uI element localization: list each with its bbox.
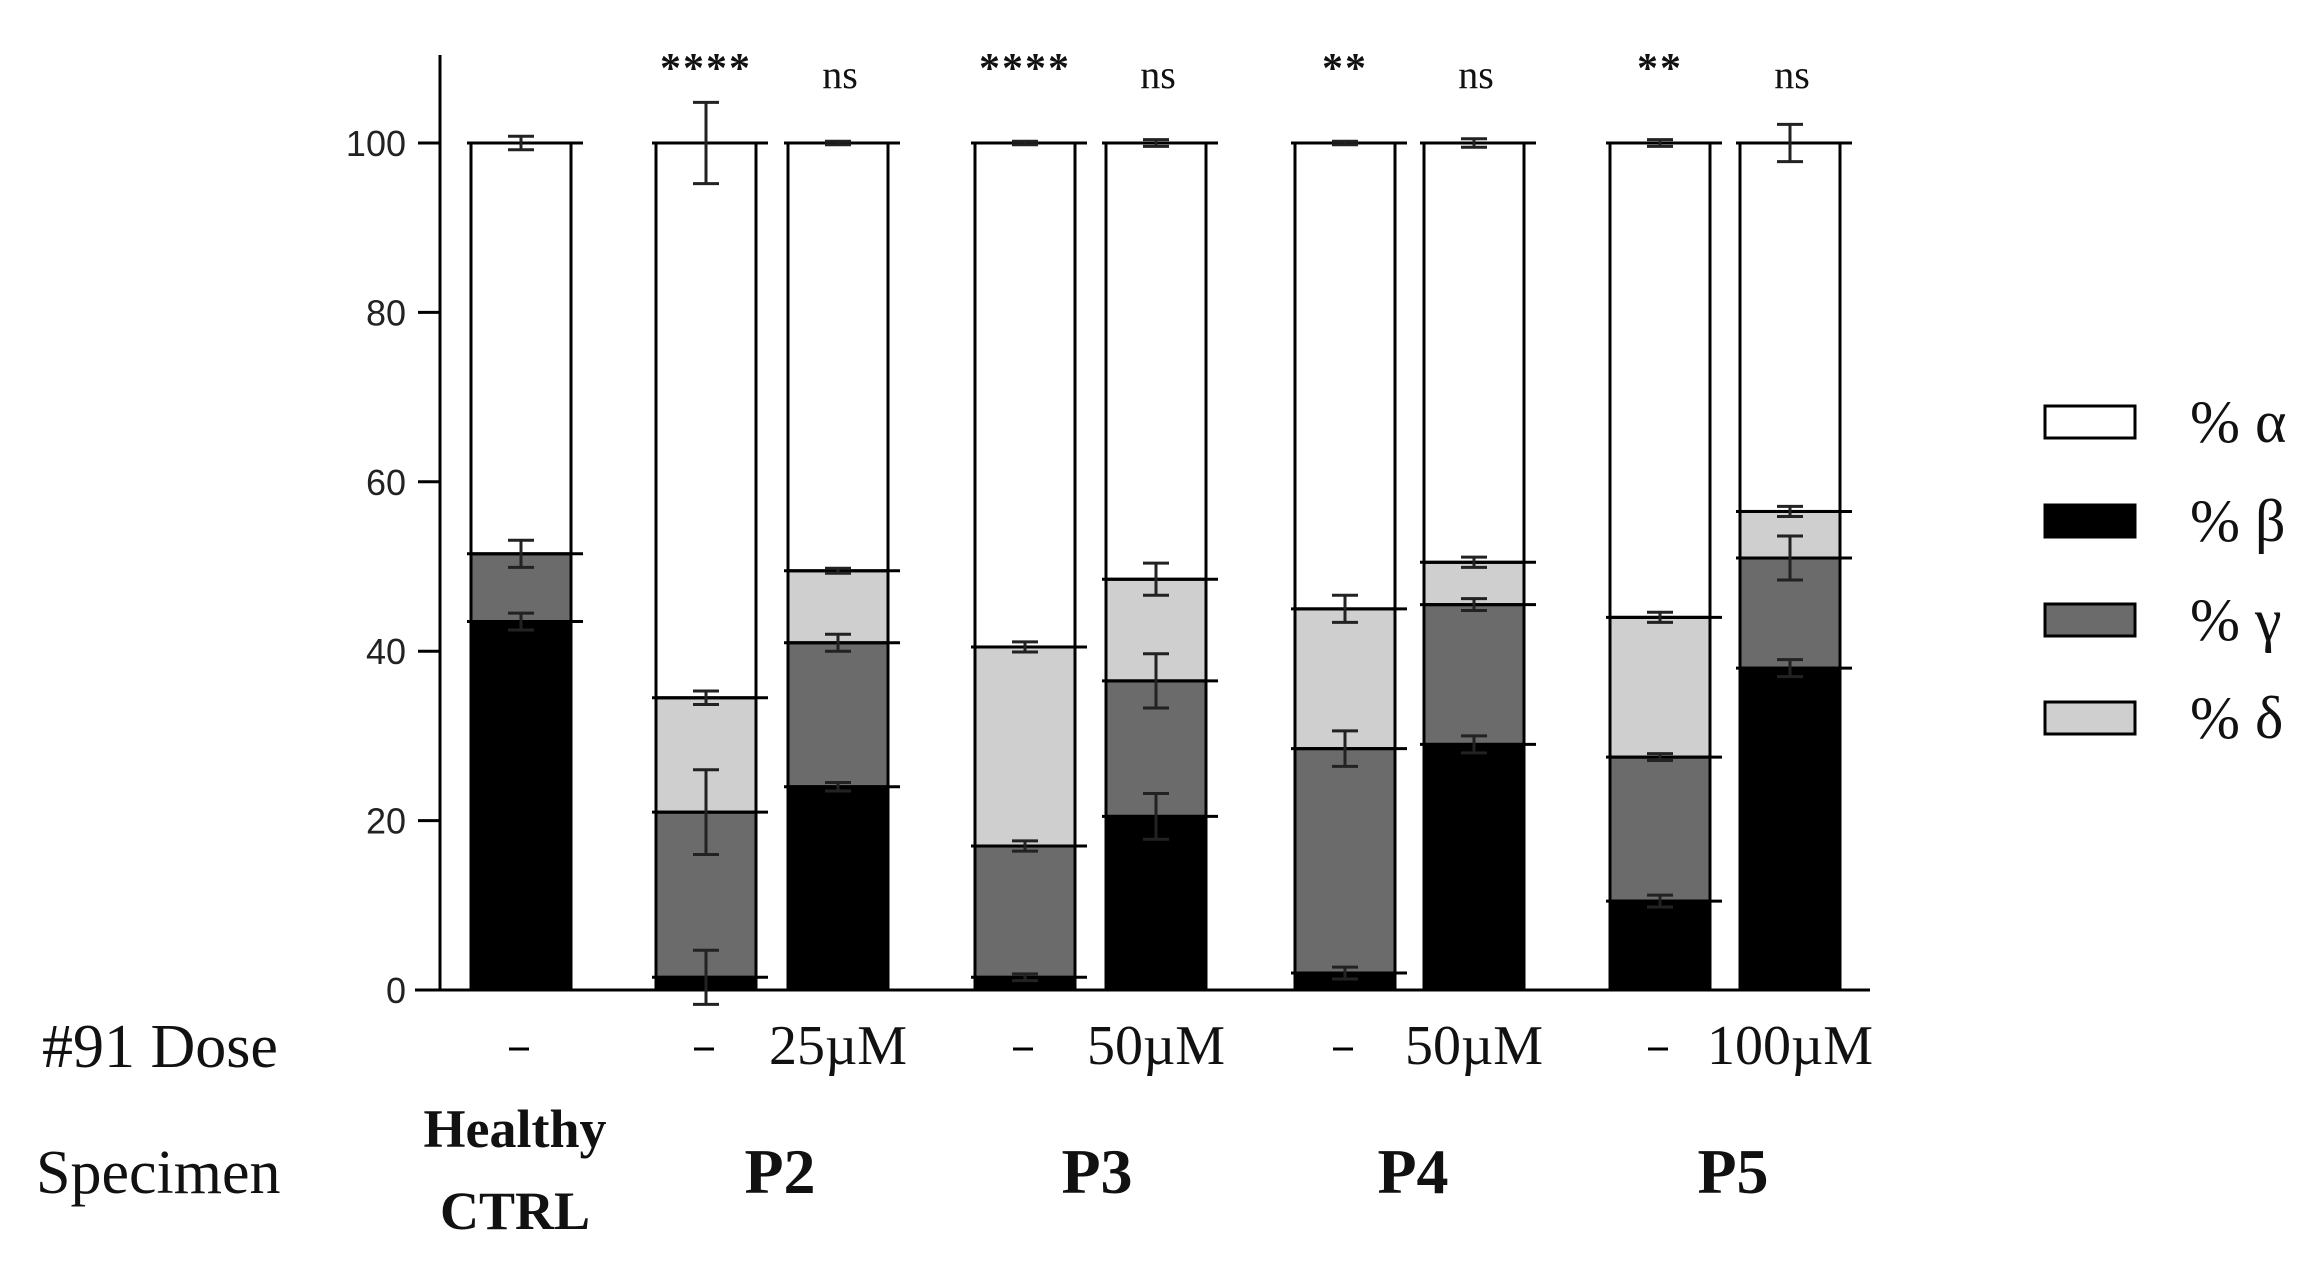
legend-swatch xyxy=(2043,503,2137,539)
dose-row-label: #91 Dose xyxy=(42,1013,278,1081)
specimen-row-label: Specimen xyxy=(36,1139,281,1207)
bar-segment- xyxy=(1422,603,1526,746)
significance-label: ns xyxy=(1774,52,1810,97)
bar-segment- xyxy=(1104,814,1208,992)
legend-label: % β xyxy=(2190,488,2286,554)
bar-segment- xyxy=(469,620,573,992)
y-tick-label: 80 xyxy=(366,292,406,333)
bar-segment- xyxy=(1422,742,1526,992)
specimen-label: P4 xyxy=(1377,1136,1448,1207)
significance-label: ** xyxy=(1637,46,1683,92)
legend-swatch xyxy=(2043,602,2137,638)
legend-label: % α xyxy=(2190,389,2286,455)
bar-segment- xyxy=(1293,607,1397,751)
bar-segment- xyxy=(1104,141,1208,581)
legend-swatch xyxy=(2043,404,2137,440)
bar-segment- xyxy=(786,641,890,789)
y-tick-label: 100 xyxy=(346,123,406,164)
bar-segment- xyxy=(1293,141,1397,611)
bar-segment- xyxy=(1422,141,1526,564)
legend-label: % γ xyxy=(2190,587,2282,653)
dose-label: 100µM xyxy=(1707,1015,1873,1077)
y-tick-label: 20 xyxy=(366,801,406,842)
bar-segment- xyxy=(1738,666,1842,992)
significance-label: ns xyxy=(822,52,858,97)
bar-segment- xyxy=(973,645,1077,848)
bar-segment- xyxy=(786,569,890,645)
bar-segment- xyxy=(786,141,890,573)
dose-label: 50µM xyxy=(1405,1015,1543,1077)
bar-segment- xyxy=(1608,141,1712,619)
bar-segment- xyxy=(654,141,758,700)
significance-label: ** xyxy=(1322,46,1368,92)
specimen-label: P5 xyxy=(1697,1136,1768,1207)
dose-label: 25µM xyxy=(769,1015,907,1077)
bar-segment- xyxy=(1608,899,1712,992)
specimen-label: Healthy xyxy=(424,1099,607,1159)
specimen-label: P2 xyxy=(744,1136,815,1207)
legend-label: % δ xyxy=(2190,685,2283,751)
bar-segment- xyxy=(1608,615,1712,759)
bar-segment- xyxy=(786,785,890,992)
significance-label: ns xyxy=(1458,52,1494,97)
bar-segment- xyxy=(1293,747,1397,975)
significance-label: **** xyxy=(979,46,1071,92)
dose-label: 50µM xyxy=(1087,1015,1225,1077)
significance-label: **** xyxy=(660,46,752,92)
bar-segment- xyxy=(973,141,1077,649)
bar-segment- xyxy=(469,141,573,556)
bar-segment- xyxy=(1608,755,1712,903)
bar-segment- xyxy=(973,844,1077,979)
specimen-label: P3 xyxy=(1061,1136,1132,1207)
y-tick-label: 40 xyxy=(366,631,406,672)
legend-swatch xyxy=(2043,700,2137,736)
bar-segment- xyxy=(1738,141,1842,513)
y-tick-label: 0 xyxy=(386,970,406,1011)
y-tick-label: 60 xyxy=(366,462,406,503)
specimen-label: CTRL xyxy=(440,1181,590,1241)
significance-label: ns xyxy=(1140,52,1176,97)
